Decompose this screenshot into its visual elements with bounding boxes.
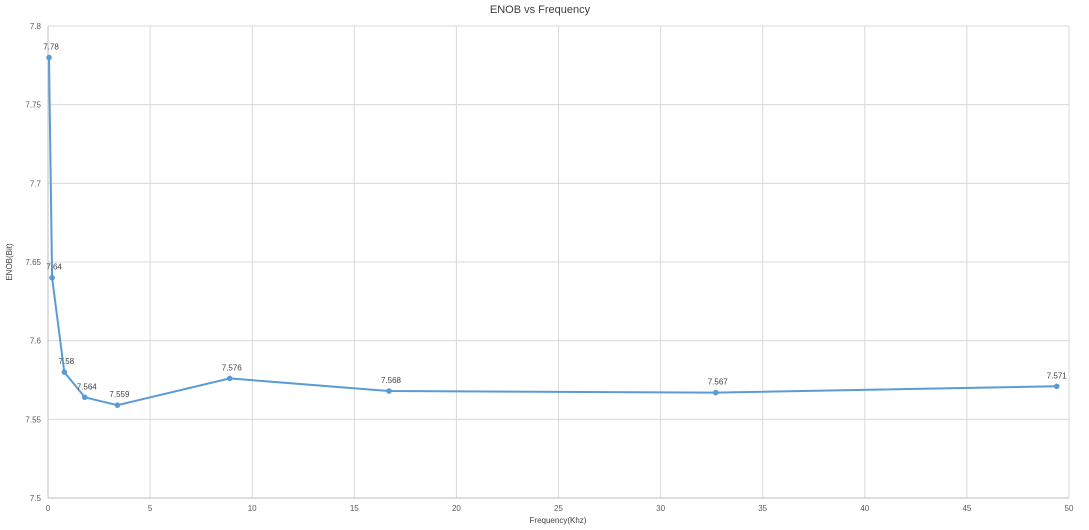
y-tick-label: 7.55 <box>25 415 41 424</box>
axes: 7.5 7.55 7.6 7.65 7.7 7.75 7.8 0 5 10 15 20 25 30 35 40… <box>25 22 1074 513</box>
y-tick-label: 7.5 <box>30 494 42 503</box>
data-point <box>49 274 55 281</box>
x-tick-label: 35 <box>758 504 767 513</box>
y-tick-label: 7.75 <box>25 101 41 110</box>
data-label: 7.576 <box>222 363 243 372</box>
x-tick-label: 0 <box>46 504 51 513</box>
data-label: 7.567 <box>708 378 729 387</box>
data-series <box>46 54 1060 408</box>
data-label: 7.58 <box>59 357 75 366</box>
x-tick-label: 45 <box>962 504 971 513</box>
x-tick-label: 5 <box>148 504 153 513</box>
data-label: 7.568 <box>381 376 402 385</box>
data-point <box>226 375 233 382</box>
data-point <box>114 402 121 408</box>
data-label: 7.559 <box>109 390 130 399</box>
data-label: 7.64 <box>46 263 62 272</box>
data-labels: 7.78 7.64 7.58 7.564 7.559 7.576 7.568 7.567 7.5… <box>43 42 1067 399</box>
x-tick-label: 50 <box>1065 504 1074 513</box>
x-tick-label: 15 <box>350 504 359 513</box>
y-tick-label: 7.65 <box>25 258 41 267</box>
data-point <box>81 394 88 401</box>
chart-title: ENOB vs Frequency <box>490 4 591 16</box>
data-point <box>386 388 392 394</box>
x-axis-title: Frequency(Khz) <box>530 516 587 525</box>
grid-lines <box>48 25 1070 498</box>
data-label: 7.571 <box>1047 371 1068 380</box>
data-point <box>1053 383 1060 390</box>
x-tick-label: 25 <box>554 504 563 513</box>
data-point <box>46 54 52 61</box>
x-tick-label: 10 <box>248 504 257 513</box>
data-label: 7.78 <box>43 42 59 51</box>
data-point <box>712 389 719 396</box>
y-axis-title: ENOB(Bit) <box>5 243 14 281</box>
y-tick-label: 7.6 <box>30 337 42 346</box>
series-line <box>48 57 1057 407</box>
data-point <box>61 369 68 375</box>
x-tick-label: 40 <box>860 504 869 513</box>
y-tick-label: 7.7 <box>30 179 42 188</box>
y-tick-label: 7.8 <box>30 22 42 31</box>
x-tick-label: 20 <box>452 504 461 513</box>
x-tick-label: 30 <box>656 504 665 513</box>
data-label: 7.564 <box>77 382 98 391</box>
